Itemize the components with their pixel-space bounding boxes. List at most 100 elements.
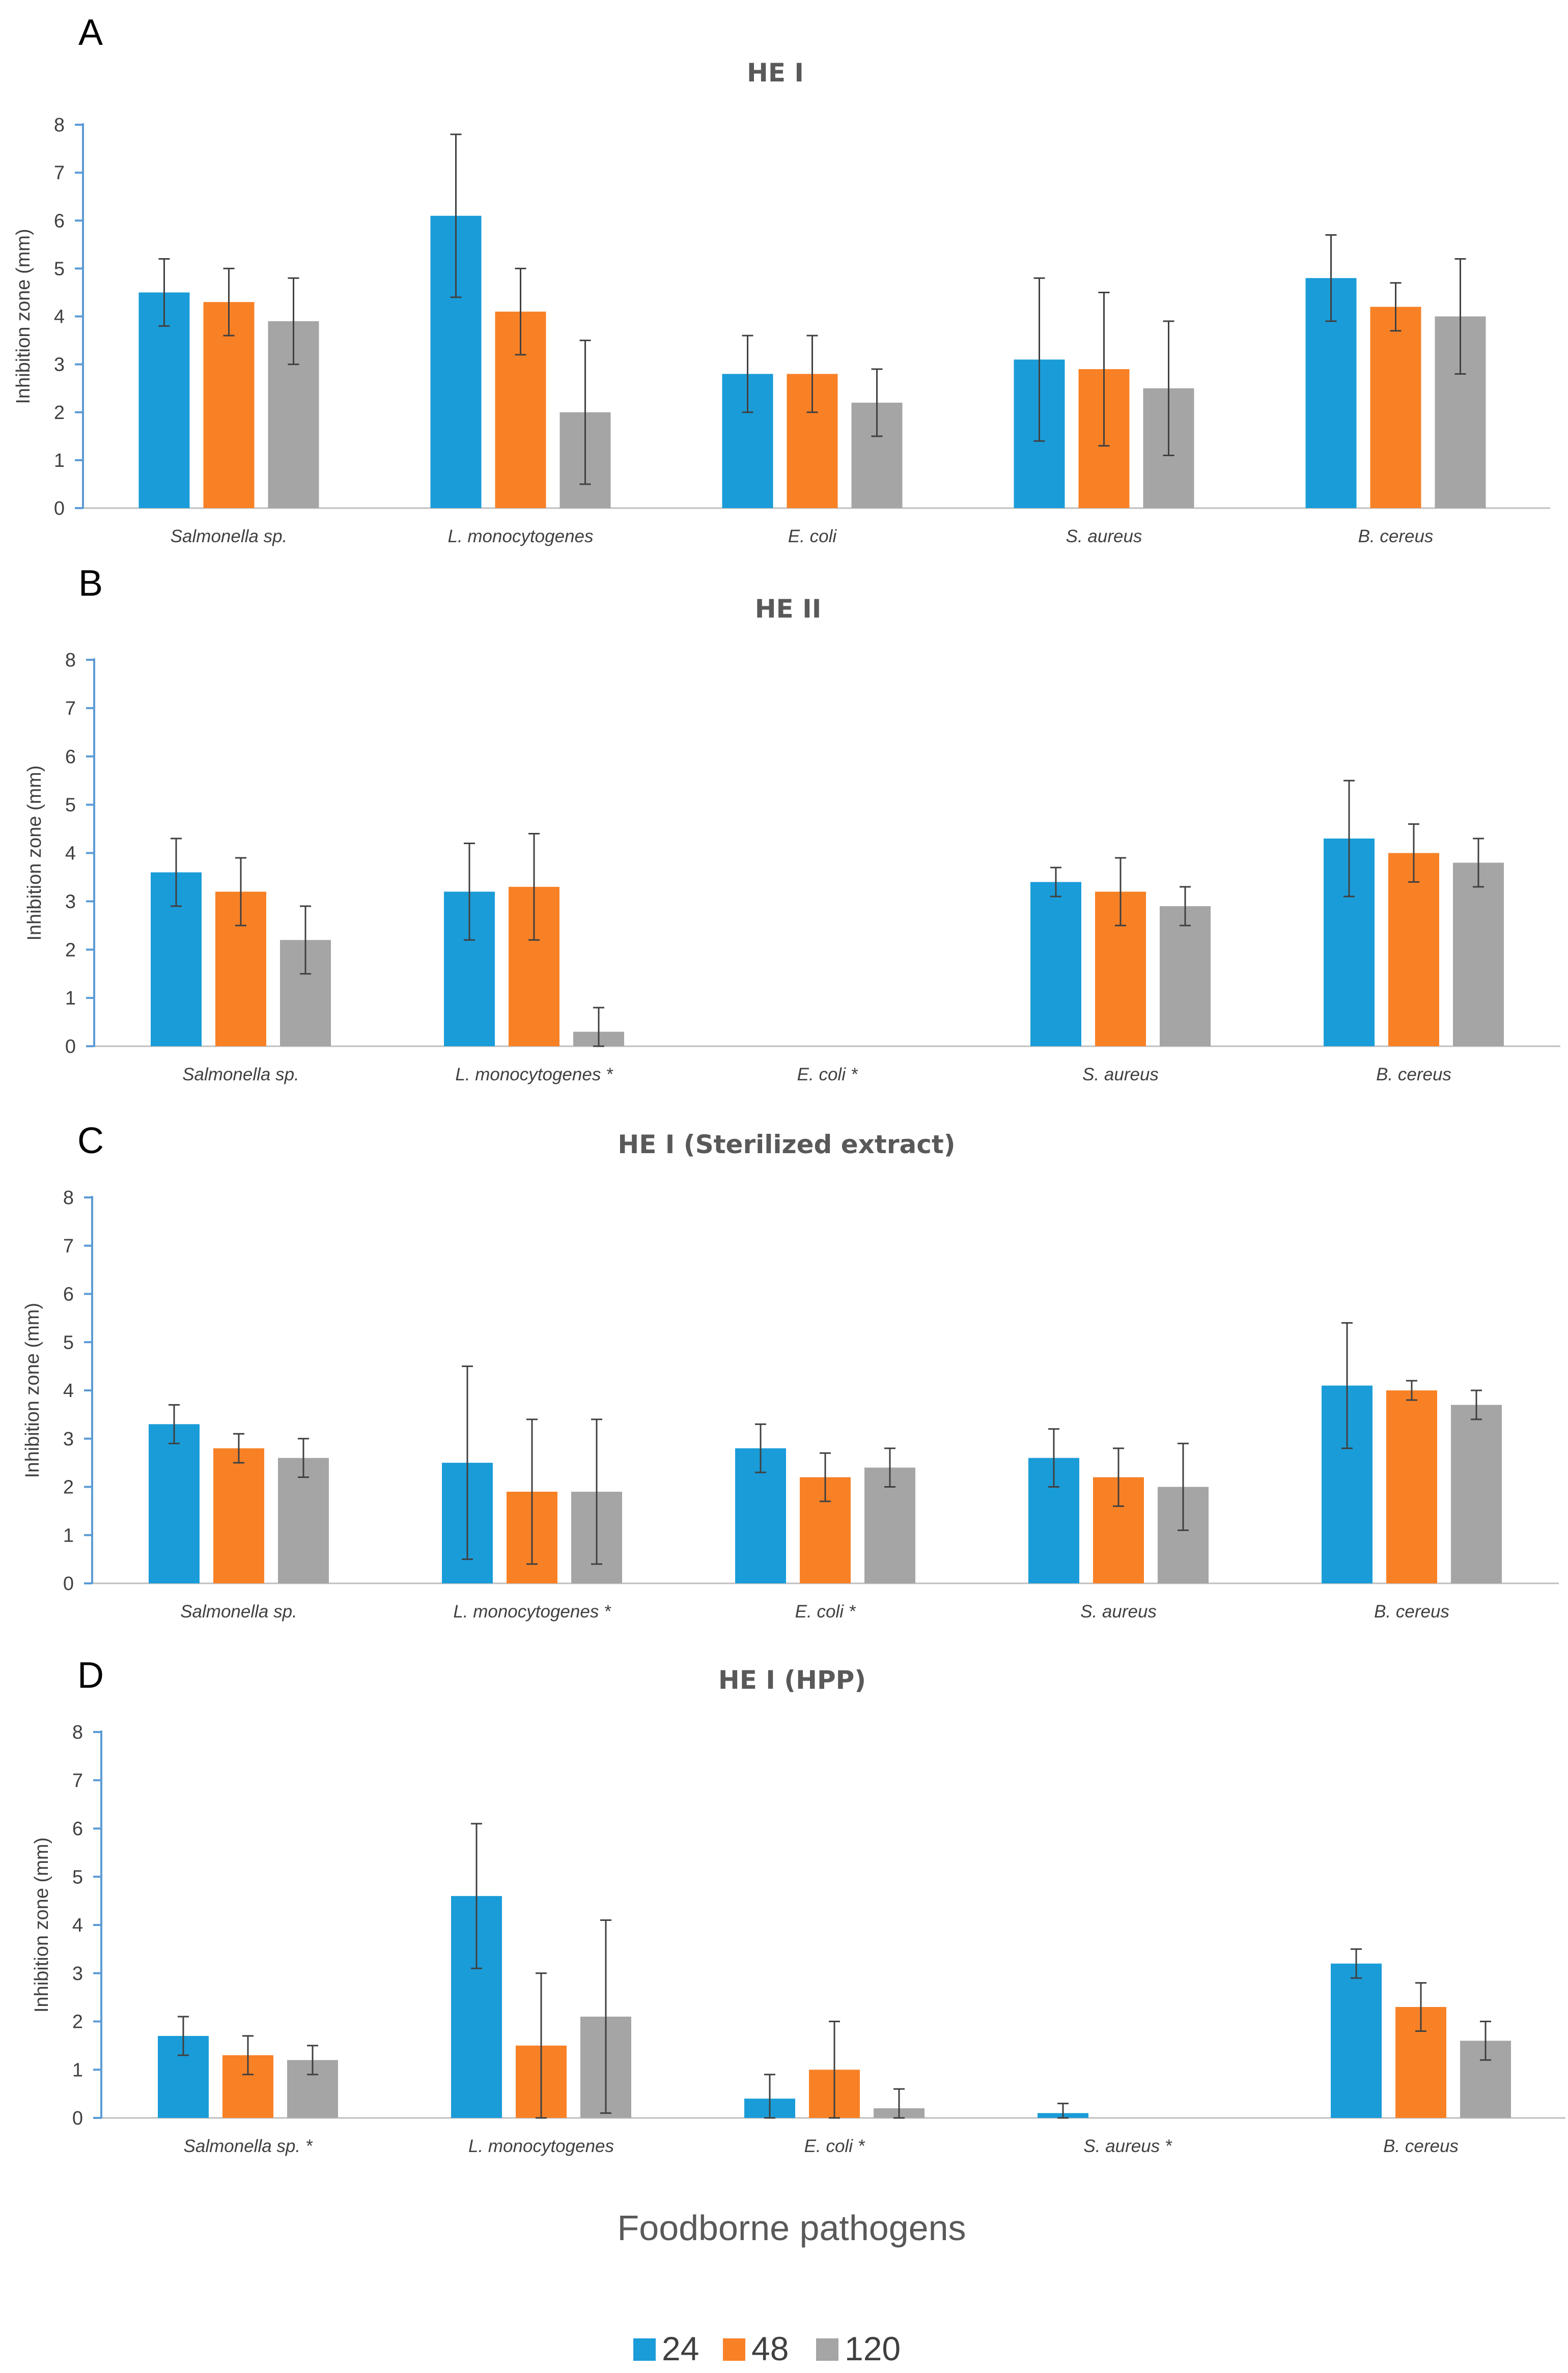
panel-a-error-bar-e-coli-24 [742, 334, 753, 413]
legend-label-24: 24 [662, 2330, 699, 2367]
panel-a-y-tick-label-2: 2 [54, 402, 65, 424]
panel-a-y-tick-label-8: 8 [54, 115, 65, 136]
panel-a-title: HE I [747, 58, 804, 88]
panel-c-error-bar-s-aureus-24 [1048, 1428, 1059, 1488]
panel-c-category-label-e-coli-star: E. coli * [795, 1602, 856, 1622]
panel-a-y-tick-label-4: 4 [54, 306, 65, 328]
panel-c-category-label-l-monocytogenes-star: L. monocytogenes * [453, 1602, 611, 1622]
panel-b-error-bar-l-monocytogenes-star-120 [593, 1007, 604, 1047]
panel-a-error-bar-b-cereus-48 [1390, 282, 1402, 332]
panel-c-category-label-b-cereus: B. cereus [1374, 1602, 1449, 1622]
panel-d-letter: D [77, 1655, 104, 1696]
panel-c-error-bar-s-aureus-48 [1113, 1447, 1124, 1507]
panel-d-category-label-b-cereus: B. cereus [1383, 2136, 1459, 2156]
panel-b-y-tick-label-8: 8 [65, 650, 76, 671]
panel-a-y-tick-label-1: 1 [54, 450, 65, 471]
panel-b-error-bar-l-monocytogenes-star-24 [464, 843, 475, 941]
panel-a-bar-salmonella-sp-24 [138, 292, 190, 508]
panel-b-error-bar-l-monocytogenes-star-48 [528, 833, 540, 941]
legend: 24 48 120 [633, 2330, 901, 2367]
panel-c-bar-b-cereus-120 [1451, 1405, 1502, 1583]
legend-label-48: 48 [751, 2330, 789, 2367]
panel-c-error-bar-salmonella-sp-24 [169, 1404, 180, 1444]
panel-a-y-tick-label-0: 0 [54, 498, 65, 519]
legend-swatch-24 [633, 2338, 656, 2361]
panel-b-y-tick-label-2: 2 [65, 939, 76, 961]
panel-d-bar-b-cereus-24 [1331, 1963, 1382, 2118]
panel-b-error-bar-s-aureus-48 [1115, 857, 1126, 927]
panel-c-bar-salmonella-sp-48 [213, 1448, 264, 1583]
panel-d-error-bar-s-aureus-star-24 [1057, 2103, 1069, 2119]
panel-d-y-tick-label-0: 0 [72, 2108, 83, 2129]
panel-b-y-tick-label-3: 3 [65, 891, 76, 912]
panel-a-error-bar-l-monocytogenes-24 [450, 133, 462, 298]
panel-a-error-bar-e-coli-120 [871, 368, 883, 437]
legend-swatch-48 [723, 2338, 745, 2361]
panel-d-error-bar-salmonella-sp-star-48 [242, 2035, 254, 2076]
panel-a-y-tick-label-3: 3 [54, 354, 65, 376]
panel-d-error-bar-e-coli-star-120 [893, 2088, 905, 2119]
panel-a-y-tick-label-5: 5 [54, 258, 65, 280]
x-axis-title: Foodborne pathogens [618, 2208, 966, 2248]
panel-d-category-label-s-aureus-star: S. aureus * [1083, 2136, 1172, 2156]
panel-d-error-bar-l-monocytogenes-48 [536, 1972, 547, 2119]
panel-d-y-tick-label-6: 6 [72, 1819, 83, 1840]
panel-d-error-bar-l-monocytogenes-24 [471, 1823, 482, 1969]
panel-c-category-label-salmonella-sp: Salmonella sp. [180, 1602, 297, 1622]
panel-b-category-label-s-aureus: S. aureus [1082, 1065, 1159, 1084]
panel-d-error-bar-e-coli-star-24 [764, 2074, 775, 2119]
panel-a-bar-b-cereus-48 [1370, 306, 1421, 508]
legend-swatch-120 [816, 2338, 838, 2361]
panel-a-error-bar-b-cereus-120 [1454, 258, 1466, 375]
panel-b-category-label-e-coli-star: E. coli * [797, 1065, 858, 1084]
panel-c-y-tick-label-2: 2 [63, 1477, 74, 1498]
panel-b-error-bar-salmonella-sp-120 [300, 905, 311, 975]
panel-b-y-tick-label-4: 4 [65, 843, 76, 864]
panel-a-error-bar-s-aureus-48 [1098, 291, 1110, 447]
chart-panels: A HE I Inhibition zone (mm) 0 1 2 3 4 5 6 7 8 Salmon… [13, 12, 1565, 2156]
panel-c-error-bar-b-cereus-120 [1471, 1389, 1482, 1420]
panel-b-title: HE II [755, 594, 822, 624]
panel-c-y-tick-label-7: 7 [63, 1236, 74, 1257]
panel-b-y-tick-label-6: 6 [65, 746, 76, 768]
panel-b-category-label-salmonella-sp: Salmonella sp. [182, 1065, 299, 1084]
panel-c-category-label-s-aureus: S. aureus [1080, 1602, 1157, 1622]
panel-a-error-bar-l-monocytogenes-120 [579, 340, 591, 485]
panel-a-category-label-l-monocytogenes: L. monocytogenes [447, 526, 593, 546]
panel-d-category-label-e-coli-star: E. coli * [804, 2136, 865, 2156]
panel-a-bar-salmonella-sp-48 [203, 302, 255, 508]
panel-a-error-bar-salmonella-sp-120 [288, 277, 299, 366]
panel-c-y-tick-label-6: 6 [63, 1284, 74, 1305]
panel-a-category-label-salmonella-sp: Salmonella sp. [171, 526, 288, 546]
panel-c-y-tick-label-1: 1 [63, 1525, 74, 1546]
panel-b-y-axis-title: Inhibition zone (mm) [24, 765, 45, 940]
panel-d-y-axis-title: Inhibition zone (mm) [31, 1837, 52, 2013]
panel-d-error-bar-b-cereus-24 [1351, 1948, 1362, 1979]
panel-b-letter: B [78, 563, 103, 604]
panel-b-bar-s-aureus-120 [1160, 906, 1211, 1046]
panel-a-y-axis-title: Inhibition zone (mm) [13, 229, 34, 404]
panel-a-letter: A [78, 12, 103, 53]
panel-c-error-bar-s-aureus-120 [1178, 1442, 1189, 1531]
panel-b-error-bar-salmonella-sp-24 [171, 837, 182, 907]
panel-b-category-label-b-cereus: B. cereus [1376, 1065, 1451, 1084]
panel-a-error-bar-salmonella-sp-24 [158, 258, 170, 327]
panel-a-category-label-s-aureus: S. aureus [1066, 526, 1142, 546]
panel-d-y-tick-label-5: 5 [72, 1866, 83, 1888]
panel-c-error-bar-l-monocytogenes-star-48 [526, 1418, 538, 1565]
panel-c-bar-salmonella-sp-120 [278, 1458, 329, 1583]
panel-b-error-bar-b-cereus-24 [1343, 779, 1355, 898]
panel-c-y-tick-label-4: 4 [63, 1380, 74, 1402]
panel-d-category-label-l-monocytogenes: L. monocytogenes [468, 2136, 614, 2156]
panel-a-error-bar-b-cereus-24 [1325, 234, 1337, 322]
panel-c: C HE I (Sterilized extract) Inhibition zon… [22, 1121, 1559, 1622]
panel-a-y-tick-label-7: 7 [54, 162, 65, 184]
panel-d-error-bar-salmonella-sp-star-24 [178, 2016, 189, 2056]
panel-b-error-bar-salmonella-sp-48 [235, 857, 246, 927]
panel-c-error-bar-b-cereus-24 [1341, 1322, 1353, 1449]
panel-a-category-label-e-coli: E. coli [788, 526, 837, 546]
panel-a-category-label-b-cereus: B. cereus [1358, 526, 1434, 546]
panel-c-error-bar-salmonella-sp-48 [233, 1433, 244, 1464]
panel-c-y-tick-label-5: 5 [63, 1332, 74, 1353]
panel-c-title: HE I (Sterilized extract) [618, 1130, 955, 1159]
